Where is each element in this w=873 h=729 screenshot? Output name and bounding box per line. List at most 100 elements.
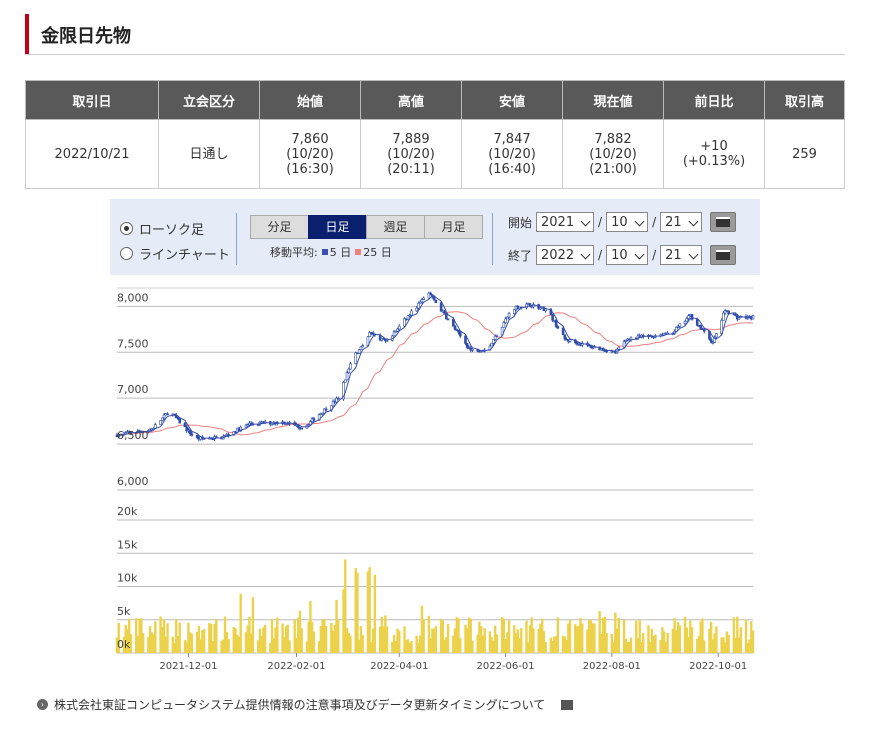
- price-candles: [115, 291, 755, 442]
- tab-minute[interactable]: 分足: [250, 215, 309, 239]
- end-month-select[interactable]: 10: [606, 245, 649, 265]
- volume-bar: [201, 630, 204, 653]
- volume-bar: [542, 631, 546, 653]
- candle-body: [183, 422, 187, 428]
- volume-bar: [640, 642, 643, 653]
- volume-bar: [727, 634, 730, 653]
- volume-tick-label: 20k: [117, 505, 138, 518]
- volume-bar: [652, 635, 655, 653]
- volume-bar: [246, 625, 249, 653]
- candle-body: [617, 346, 621, 350]
- candle-body: [166, 413, 169, 416]
- volume-bar: [403, 626, 406, 653]
- volume-bar: [551, 640, 554, 653]
- volume-bar: [563, 636, 567, 653]
- candle-body: [396, 328, 399, 332]
- calendar-icon[interactable]: [710, 245, 737, 265]
- footer-link-text[interactable]: 株式会社東証コンピュータシステム提供情報の注意事項及びデータ更新タイミングについ…: [54, 698, 546, 712]
- candle-body: [458, 332, 462, 337]
- volume-bar: [368, 567, 371, 653]
- volume-bar: [696, 638, 699, 653]
- candle-body: [624, 340, 628, 342]
- calendar-icon[interactable]: [710, 212, 737, 232]
- radio-line-chart[interactable]: ラインチャート: [120, 244, 230, 263]
- volume-bar: [492, 640, 495, 653]
- radio-unselected-icon[interactable]: [120, 247, 133, 260]
- volume-bar: [317, 641, 321, 653]
- moving-average-line: [116, 311, 754, 438]
- candle-body: [429, 292, 432, 296]
- volume-bar: [481, 635, 485, 653]
- end-year-value: 2022: [541, 247, 575, 263]
- candle-body: [185, 426, 188, 432]
- volume-bar: [310, 621, 314, 653]
- end-year-select[interactable]: 2022: [536, 245, 595, 265]
- candle-body: [422, 297, 425, 300]
- candle-body: [415, 307, 419, 312]
- start-day-select[interactable]: 21: [660, 212, 703, 232]
- tab-weekly[interactable]: 週足: [366, 215, 425, 239]
- x-tick-label: 2022-04-01: [370, 661, 428, 672]
- header-current: 現在値: [562, 80, 664, 120]
- volume-bar: [734, 637, 737, 653]
- cell-line: 259: [792, 146, 817, 162]
- chart-grid: [117, 287, 753, 657]
- candle-body: [568, 339, 572, 342]
- candle-body: [676, 325, 680, 328]
- x-tick-label: 2022-08-01: [583, 661, 641, 672]
- period-tabs: 分足 日足 週足 月足: [250, 215, 483, 239]
- tab-monthly[interactable]: 月足: [424, 215, 483, 239]
- candle-body: [349, 363, 352, 370]
- candle-body: [361, 345, 364, 348]
- volume-bar: [493, 625, 497, 653]
- radio-selected-icon[interactable]: [120, 222, 133, 235]
- volume-bar: [136, 635, 140, 653]
- volume-bar: [687, 637, 690, 653]
- volume-bar: [532, 628, 535, 653]
- candle-body: [343, 379, 347, 383]
- divider: [236, 213, 237, 265]
- tab-daily[interactable]: 日足: [308, 215, 367, 239]
- end-day-select[interactable]: 21: [660, 245, 703, 265]
- header-low: 安値: [461, 80, 563, 120]
- end-month-value: 10: [611, 247, 628, 263]
- volume-bar: [239, 593, 242, 653]
- candle-body: [357, 349, 361, 354]
- quote-table: 取引日 立会区分 始値 高値 安値 現在値 前日比 取引高 2022/10/21…: [25, 80, 845, 189]
- volume-bar: [711, 639, 715, 653]
- candle-body: [504, 318, 507, 323]
- start-month-select[interactable]: 10: [606, 212, 649, 232]
- volume-bar: [648, 642, 652, 653]
- radio-candlestick[interactable]: ローソク足: [120, 219, 204, 238]
- volume-bar: [647, 625, 650, 653]
- candle-body: [312, 418, 316, 421]
- candle-body: [451, 318, 455, 327]
- start-year-select[interactable]: 2021: [536, 212, 595, 232]
- candle-body: [490, 342, 493, 347]
- volume-bar: [598, 610, 601, 653]
- volume-bar: [333, 624, 337, 653]
- volume-bar: [147, 636, 150, 653]
- volume-bar: [586, 629, 589, 653]
- start-date-row: 開始 2021 / 10 / 21: [508, 212, 737, 232]
- volume-bar: [488, 631, 492, 653]
- volume-bar: [236, 634, 239, 653]
- volume-bar: [615, 628, 619, 653]
- volume-bar: [662, 631, 666, 653]
- radio-line-chart-label: ラインチャート: [139, 248, 230, 263]
- volume-bar: [117, 622, 120, 653]
- volume-bar: [197, 626, 201, 653]
- volume-bar: [199, 639, 202, 653]
- volume-bar: [331, 630, 335, 653]
- volume-bar: [549, 637, 553, 653]
- candle-body: [408, 314, 412, 317]
- volume-bar: [129, 634, 133, 653]
- footer-link[interactable]: › 株式会社東証コンピュータシステム提供情報の注意事項及びデータ更新タイミングに…: [37, 696, 574, 713]
- x-tick-label: 2022-10-01: [689, 661, 747, 672]
- cell-line: (+0.13%): [682, 154, 746, 169]
- volume-bar: [603, 616, 607, 653]
- candle-body: [506, 316, 509, 320]
- cell-line: (21:00): [589, 161, 637, 177]
- page-title-block: 金限日先物: [25, 14, 845, 55]
- axis-labels: 8,000 7,500 7,000 6,500 6,000 20k 15k 10k 5k 0k 20…: [117, 291, 747, 672]
